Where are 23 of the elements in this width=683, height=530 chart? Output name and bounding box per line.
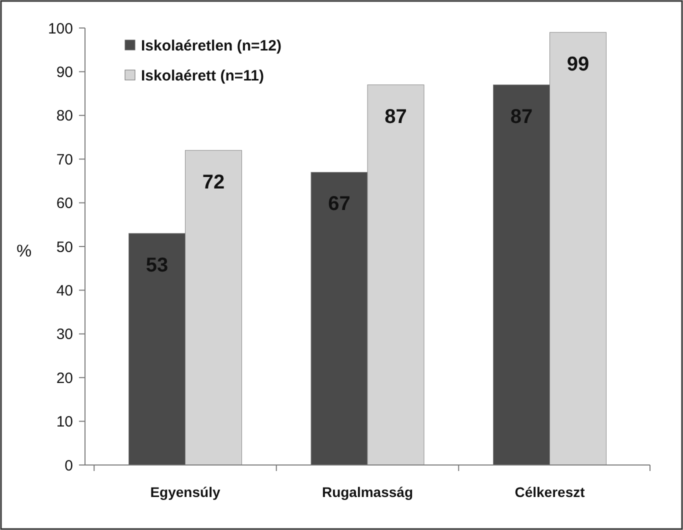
y-axis-title: % bbox=[16, 242, 32, 260]
y-tick-label: 50 bbox=[56, 238, 73, 256]
y-tick-label: 40 bbox=[56, 282, 73, 300]
data-label: 99 bbox=[566, 53, 590, 76]
y-tick-label: 100 bbox=[48, 20, 73, 38]
legend-label: Iskolaérett (n=11) bbox=[141, 67, 264, 84]
data-label: 67 bbox=[328, 193, 350, 216]
y-tick-label: 0 bbox=[64, 457, 73, 474]
data-label: 87 bbox=[510, 106, 533, 128]
data-label: 87 bbox=[384, 106, 407, 128]
data-label: 72 bbox=[202, 171, 225, 194]
legend-label: Iskolaéretlen (n=12) bbox=[141, 37, 282, 54]
y-tick-label: 90 bbox=[56, 64, 73, 81]
y-tick-label: 20 bbox=[56, 370, 73, 387]
y-tick-label: 80 bbox=[56, 108, 73, 125]
y-tick-label: 60 bbox=[56, 195, 73, 212]
x-tick-label: Célkereszt bbox=[514, 484, 586, 500]
x-tick-label: Rugalmasság bbox=[322, 484, 414, 500]
y-tick-label: 30 bbox=[56, 326, 73, 344]
x-tick-label: Egyensúly bbox=[150, 484, 220, 500]
y-tick-label: 70 bbox=[56, 151, 73, 168]
data-label: 53 bbox=[146, 254, 168, 276]
y-tick-label: 10 bbox=[56, 414, 73, 431]
